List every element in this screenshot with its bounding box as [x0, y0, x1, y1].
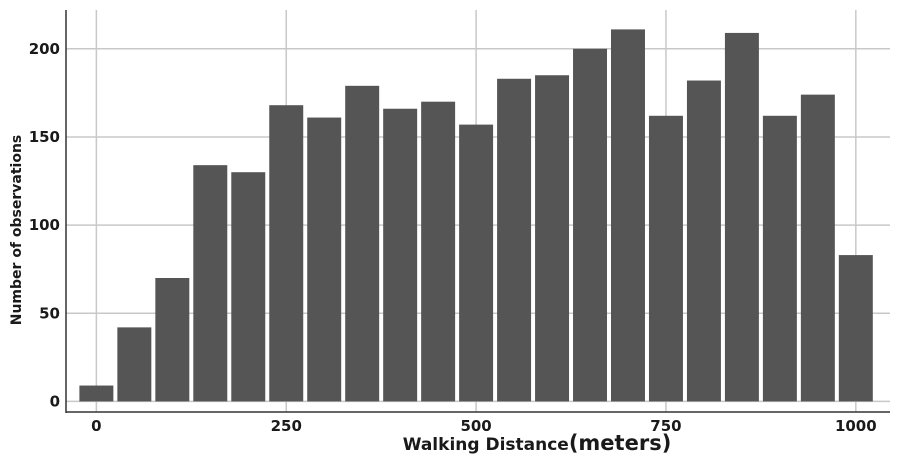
- histogram-bar: [459, 124, 494, 402]
- x-axis-title-main: Walking Distance: [403, 435, 569, 455]
- histogram-bar: [573, 48, 608, 402]
- y-axis-title: Number of observations: [9, 135, 25, 326]
- histogram-bar: [117, 327, 152, 402]
- histogram-bar: [155, 278, 190, 402]
- bars: [79, 29, 873, 402]
- x-axis-title: Walking Distance(meters): [403, 431, 672, 455]
- axes: [65, 10, 890, 413]
- y-tick-label: 50: [39, 304, 60, 322]
- x-tick-label: 750: [650, 417, 681, 435]
- x-tick-label: 1000: [835, 417, 877, 435]
- histogram-bar: [611, 29, 645, 402]
- x-tick-labels: 0 250 500 750 1000: [91, 417, 877, 435]
- y-tick-labels: 0 50 100 150 200: [29, 40, 60, 411]
- histogram-bar: [686, 80, 721, 402]
- x-tick-label: 250: [271, 417, 302, 435]
- histogram-bar: [421, 101, 456, 402]
- y-tick-label: 150: [29, 128, 60, 146]
- histogram-bar: [838, 255, 873, 402]
- x-tick-label: 0: [91, 417, 101, 435]
- histogram-bar: [497, 78, 532, 402]
- histogram-bar: [269, 105, 304, 402]
- y-tick-label: 0: [50, 392, 60, 410]
- histogram-bar: [800, 94, 835, 402]
- histogram-bar: [79, 385, 114, 402]
- y-tick-label: 200: [29, 40, 60, 58]
- histogram-bar: [535, 75, 570, 402]
- histogram-bar: [648, 115, 683, 402]
- histogram-bar: [231, 172, 266, 402]
- y-tick-label: 100: [29, 216, 60, 234]
- histogram-bar: [724, 32, 759, 402]
- histogram-bar: [307, 117, 342, 402]
- histogram-bar: [762, 115, 797, 402]
- histogram-bar: [193, 165, 228, 402]
- x-tick-label: 500: [460, 417, 491, 435]
- histogram-bar: [345, 85, 380, 402]
- histogram-bar: [383, 108, 418, 402]
- x-axis-title-unit: (meters): [569, 431, 671, 455]
